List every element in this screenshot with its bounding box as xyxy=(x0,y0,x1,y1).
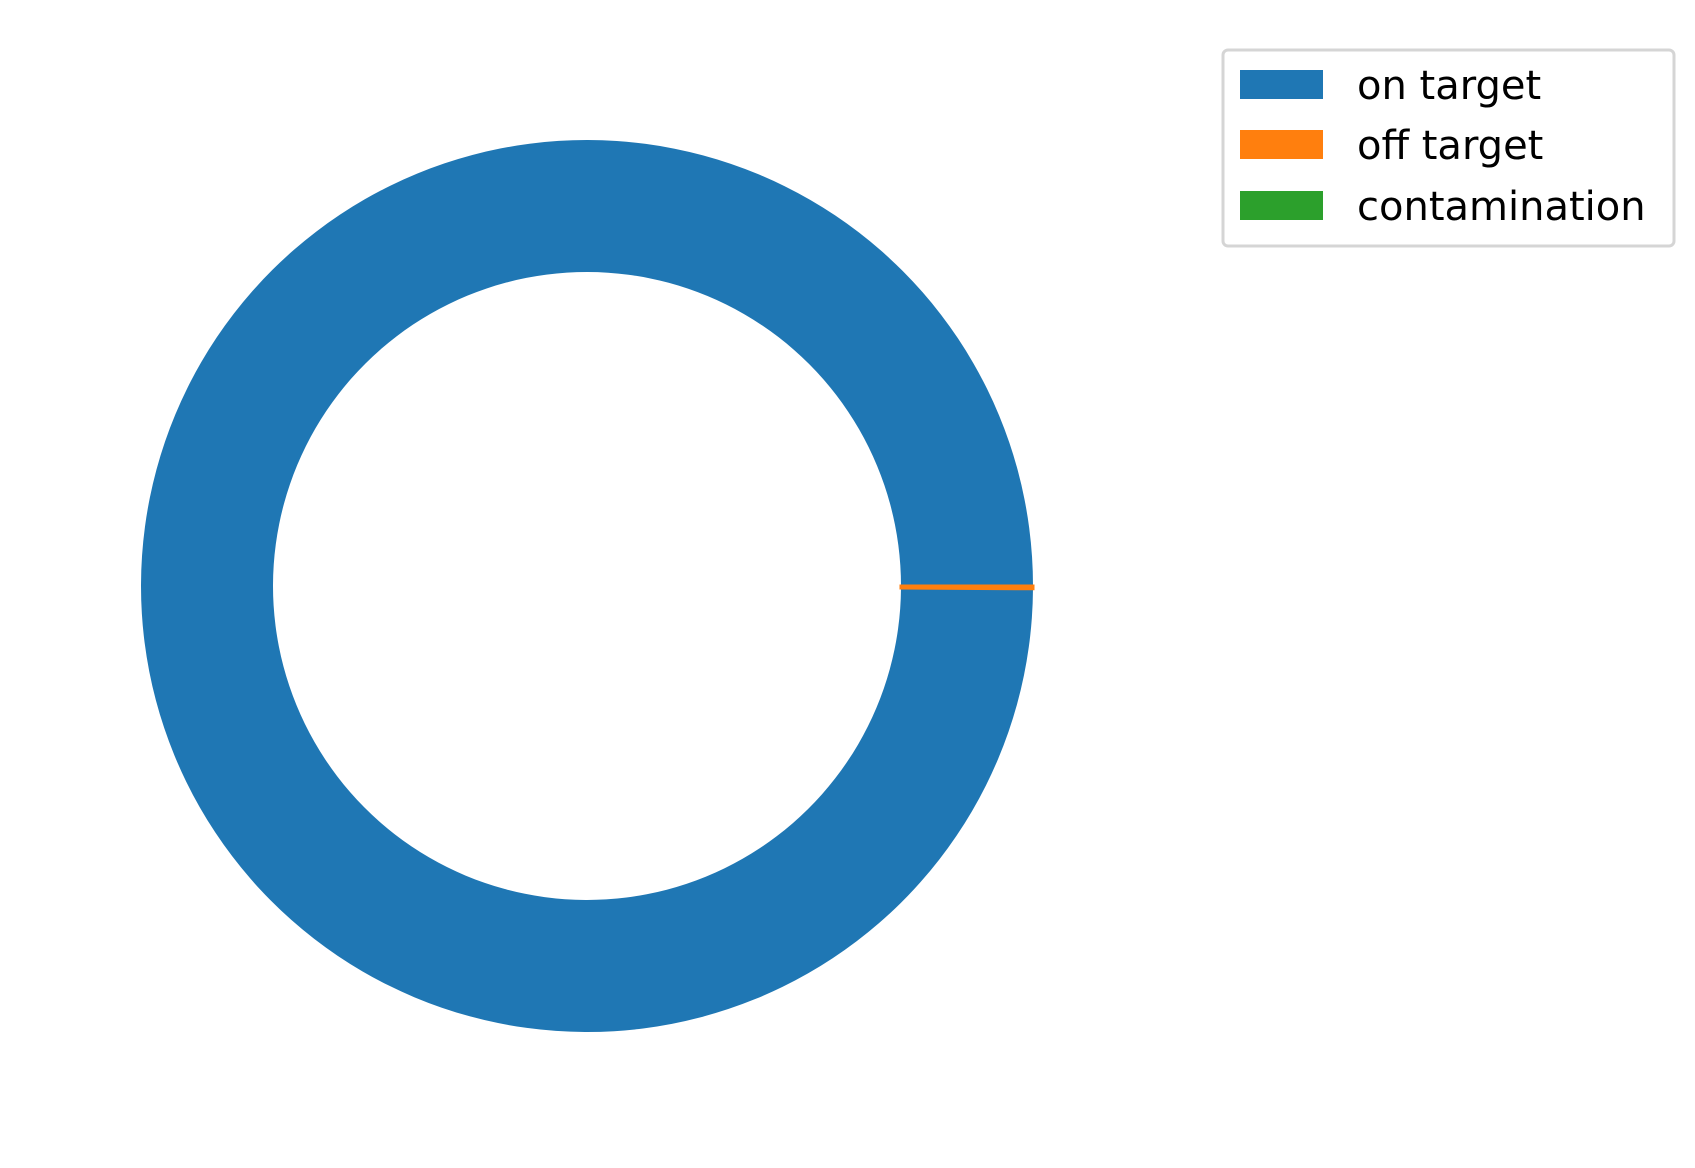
slice-off-target xyxy=(899,584,1035,591)
legend-item-off-target: off target xyxy=(1240,123,1543,169)
legend-item-contamination: contamination xyxy=(1240,184,1646,230)
legend-item-on-target: on target xyxy=(1240,63,1541,109)
legend-label-contamination: contamination xyxy=(1357,184,1646,230)
slice-on-target xyxy=(140,140,1033,1033)
donut-slices xyxy=(140,140,1035,1033)
legend-swatch-on-target xyxy=(1240,70,1323,99)
legend: on target off target contamination xyxy=(1221,48,1676,248)
legend-swatch-contamination xyxy=(1240,191,1323,220)
legend-frame xyxy=(1221,48,1676,248)
legend-swatch-off-target xyxy=(1240,130,1323,159)
legend-label-off-target: off target xyxy=(1357,123,1543,169)
legend-label-on-target: on target xyxy=(1357,63,1541,109)
